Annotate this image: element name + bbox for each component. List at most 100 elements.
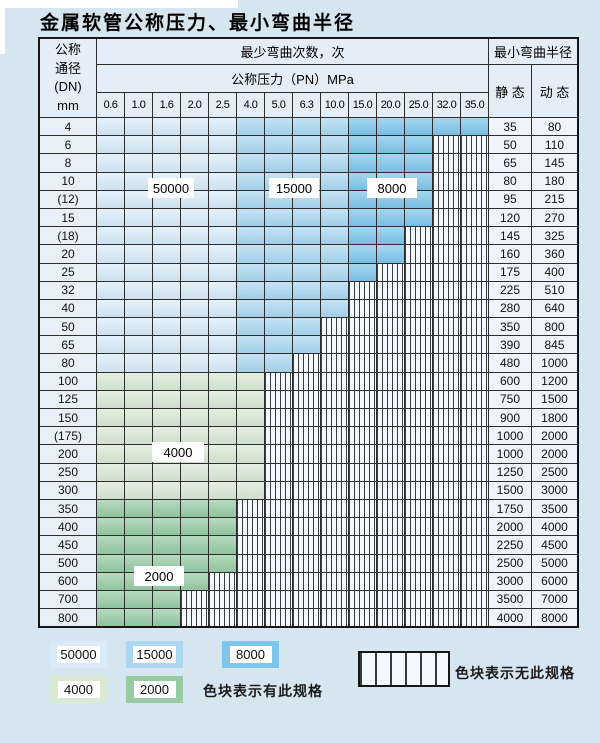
no-spec-cell <box>237 572 264 590</box>
no-spec-cell <box>405 518 432 536</box>
no-spec-cell <box>293 372 320 390</box>
no-spec-cell <box>405 481 432 499</box>
spec-cell <box>153 427 180 445</box>
spec-cell <box>125 118 152 136</box>
no-spec-cell <box>405 463 432 481</box>
spec-cell <box>125 208 152 227</box>
spec-cell <box>181 336 208 354</box>
pressure-tick-header: 6.3 <box>293 93 320 117</box>
no-spec-cell <box>321 372 348 390</box>
spec-cell <box>293 263 320 281</box>
spec-cell <box>321 263 348 281</box>
spec-cell <box>293 118 320 136</box>
no-spec-cell <box>405 409 432 427</box>
spec-cell <box>125 354 152 372</box>
pressure-header: 公称压力（PN）MPa <box>97 65 488 92</box>
spec-cell <box>97 518 124 536</box>
dn-cell: 100 <box>40 372 96 390</box>
spec-cell <box>153 208 180 227</box>
spec-cell <box>209 463 236 481</box>
static-radius-value: 2500 <box>489 554 531 572</box>
no-spec-cell <box>461 427 488 445</box>
no-spec-cell <box>349 445 376 463</box>
dn-cell: 6 <box>40 136 96 154</box>
spec-cell <box>125 281 152 299</box>
no-spec-cell <box>405 536 432 554</box>
no-spec-cell <box>433 281 460 299</box>
pressure-tick-header: 2.0 <box>181 93 208 117</box>
no-spec-cell <box>461 390 488 408</box>
no-spec-cell <box>405 427 432 445</box>
dn-cell: 250 <box>40 463 96 481</box>
pressure-tick-header: 32.0 <box>433 93 460 117</box>
static-radius-value: 2250 <box>489 536 531 554</box>
spec-cell <box>97 536 124 554</box>
spec-cell <box>405 136 432 154</box>
no-spec-cell <box>265 372 292 390</box>
no-spec-cell <box>433 409 460 427</box>
static-radius-value: 390 <box>489 336 531 354</box>
no-spec-cell <box>377 481 404 499</box>
no-spec-cell <box>377 445 404 463</box>
spec-cell <box>97 409 124 427</box>
no-spec-cell <box>461 227 488 245</box>
static-radius-value: 750 <box>489 390 531 408</box>
spec-cell <box>181 136 208 154</box>
spec-cell <box>237 409 264 427</box>
spec-cell <box>181 299 208 318</box>
no-spec-cell <box>265 518 292 536</box>
no-spec-cell <box>433 263 460 281</box>
spec-cell <box>265 336 292 354</box>
no-spec-cell <box>321 427 348 445</box>
dynamic-radius-value: 5000 <box>532 554 577 572</box>
dn-cell: 700 <box>40 590 96 609</box>
static-radius-value: 80 <box>489 172 531 190</box>
spec-cell <box>125 499 152 518</box>
spec-cell <box>153 463 180 481</box>
no-spec-cell <box>405 609 432 627</box>
legend-swatch-label: 15000 <box>133 646 176 663</box>
region-label-4000: 4000 <box>152 442 204 462</box>
dynamic-radius-value: 1200 <box>532 372 577 390</box>
no-spec-cell <box>349 427 376 445</box>
spec-cell <box>97 172 124 190</box>
no-spec-cell <box>433 354 460 372</box>
no-spec-cell <box>349 554 376 572</box>
no-spec-cell <box>461 245 488 263</box>
no-spec-cell <box>433 372 460 390</box>
spec-cell <box>181 208 208 227</box>
spec-cell <box>265 299 292 318</box>
dynamic-radius-value: 4000 <box>532 518 577 536</box>
dn-header: 公称 通径 (DN) mm <box>40 39 96 117</box>
no-spec-cell <box>433 463 460 481</box>
no-spec-cell <box>321 445 348 463</box>
no-spec-cell <box>181 609 208 627</box>
spec-cell <box>349 118 376 136</box>
spec-cell <box>181 372 208 390</box>
no-spec-cell <box>349 590 376 609</box>
no-spec-cell <box>293 572 320 590</box>
static-radius-value: 600 <box>489 372 531 390</box>
spec-cell <box>349 263 376 281</box>
no-spec-cell <box>265 427 292 445</box>
spec-cell <box>97 609 124 627</box>
no-spec-cell <box>377 372 404 390</box>
legend-swatch-15000: 15000 <box>126 641 183 668</box>
spec-cell <box>349 245 376 263</box>
spec-cell <box>153 609 180 627</box>
spec-cell <box>153 299 180 318</box>
no-spec-cell <box>293 445 320 463</box>
static-radius-value: 160 <box>489 245 531 263</box>
spec-cell <box>97 427 124 445</box>
no-spec-cell <box>461 154 488 172</box>
no-spec-cell <box>293 390 320 408</box>
legend-swatch-8000: 8000 <box>222 641 279 668</box>
spec-cell <box>97 390 124 408</box>
spec-cell <box>181 499 208 518</box>
no-spec-cell <box>349 281 376 299</box>
no-spec-cell <box>293 427 320 445</box>
no-spec-cell <box>377 572 404 590</box>
no-spec-cell <box>377 609 404 627</box>
dn-cell: 80 <box>40 354 96 372</box>
no-spec-cell <box>405 318 432 336</box>
